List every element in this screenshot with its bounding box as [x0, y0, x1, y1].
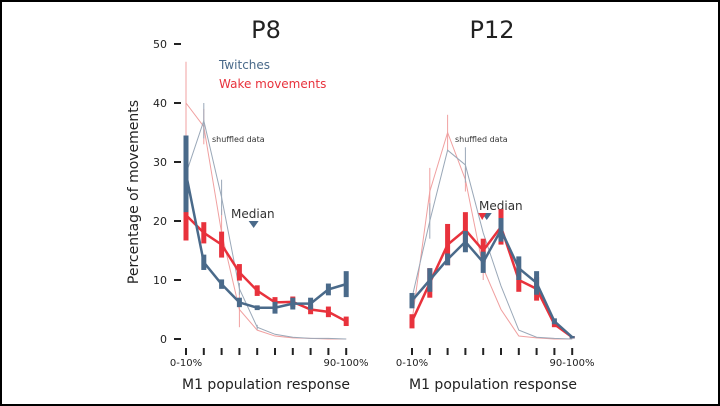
median-marker-wake-icon: [478, 213, 487, 220]
series-line-shuffled-twitches: [411, 149, 573, 340]
y-tick-label: 30: [153, 156, 167, 169]
y-tick-label: 50: [153, 38, 167, 51]
panel-title-p8: P8: [251, 16, 281, 44]
median-label-p8: Median: [231, 207, 275, 221]
legend-wake: Wake movements: [219, 77, 326, 91]
series-line-twitches: [411, 227, 574, 339]
x-axis-label-p8: M1 population response: [182, 377, 350, 393]
series-line-shuffled-twitches: [185, 118, 347, 340]
series-line-wake: [185, 214, 347, 323]
series-line-shuffled-wake: [411, 130, 573, 340]
x-axis-label-p12: M1 population response: [409, 377, 577, 393]
y-tick-label: 40: [153, 97, 167, 110]
series-line-twitches: [184, 173, 347, 309]
x-tick-last-p8: 90-100%: [324, 358, 369, 369]
y-axis-label: Percentage of movements: [126, 100, 142, 284]
median-label-p12: Median: [479, 199, 523, 213]
x-tick-last-p12: 90-100%: [550, 358, 595, 369]
y-tick-label: 0: [160, 333, 167, 346]
y-tick-label: 20: [153, 215, 167, 228]
x-tick-first-p12: 0-10%: [396, 358, 428, 369]
x-tick-first-p8: 0-10%: [170, 358, 202, 369]
panel-title-p12: P12: [469, 16, 514, 44]
y-tick-label: 10: [153, 274, 167, 287]
series-line-shuffled-wake: [185, 102, 347, 340]
median-marker-icon: [248, 221, 259, 228]
shuffled-label-p12: shuffled data: [455, 135, 508, 144]
legend-twitches: Twitches: [218, 58, 270, 72]
series-line-wake: [410, 224, 573, 339]
shuffled-label-p8: shuffled data: [212, 135, 265, 144]
